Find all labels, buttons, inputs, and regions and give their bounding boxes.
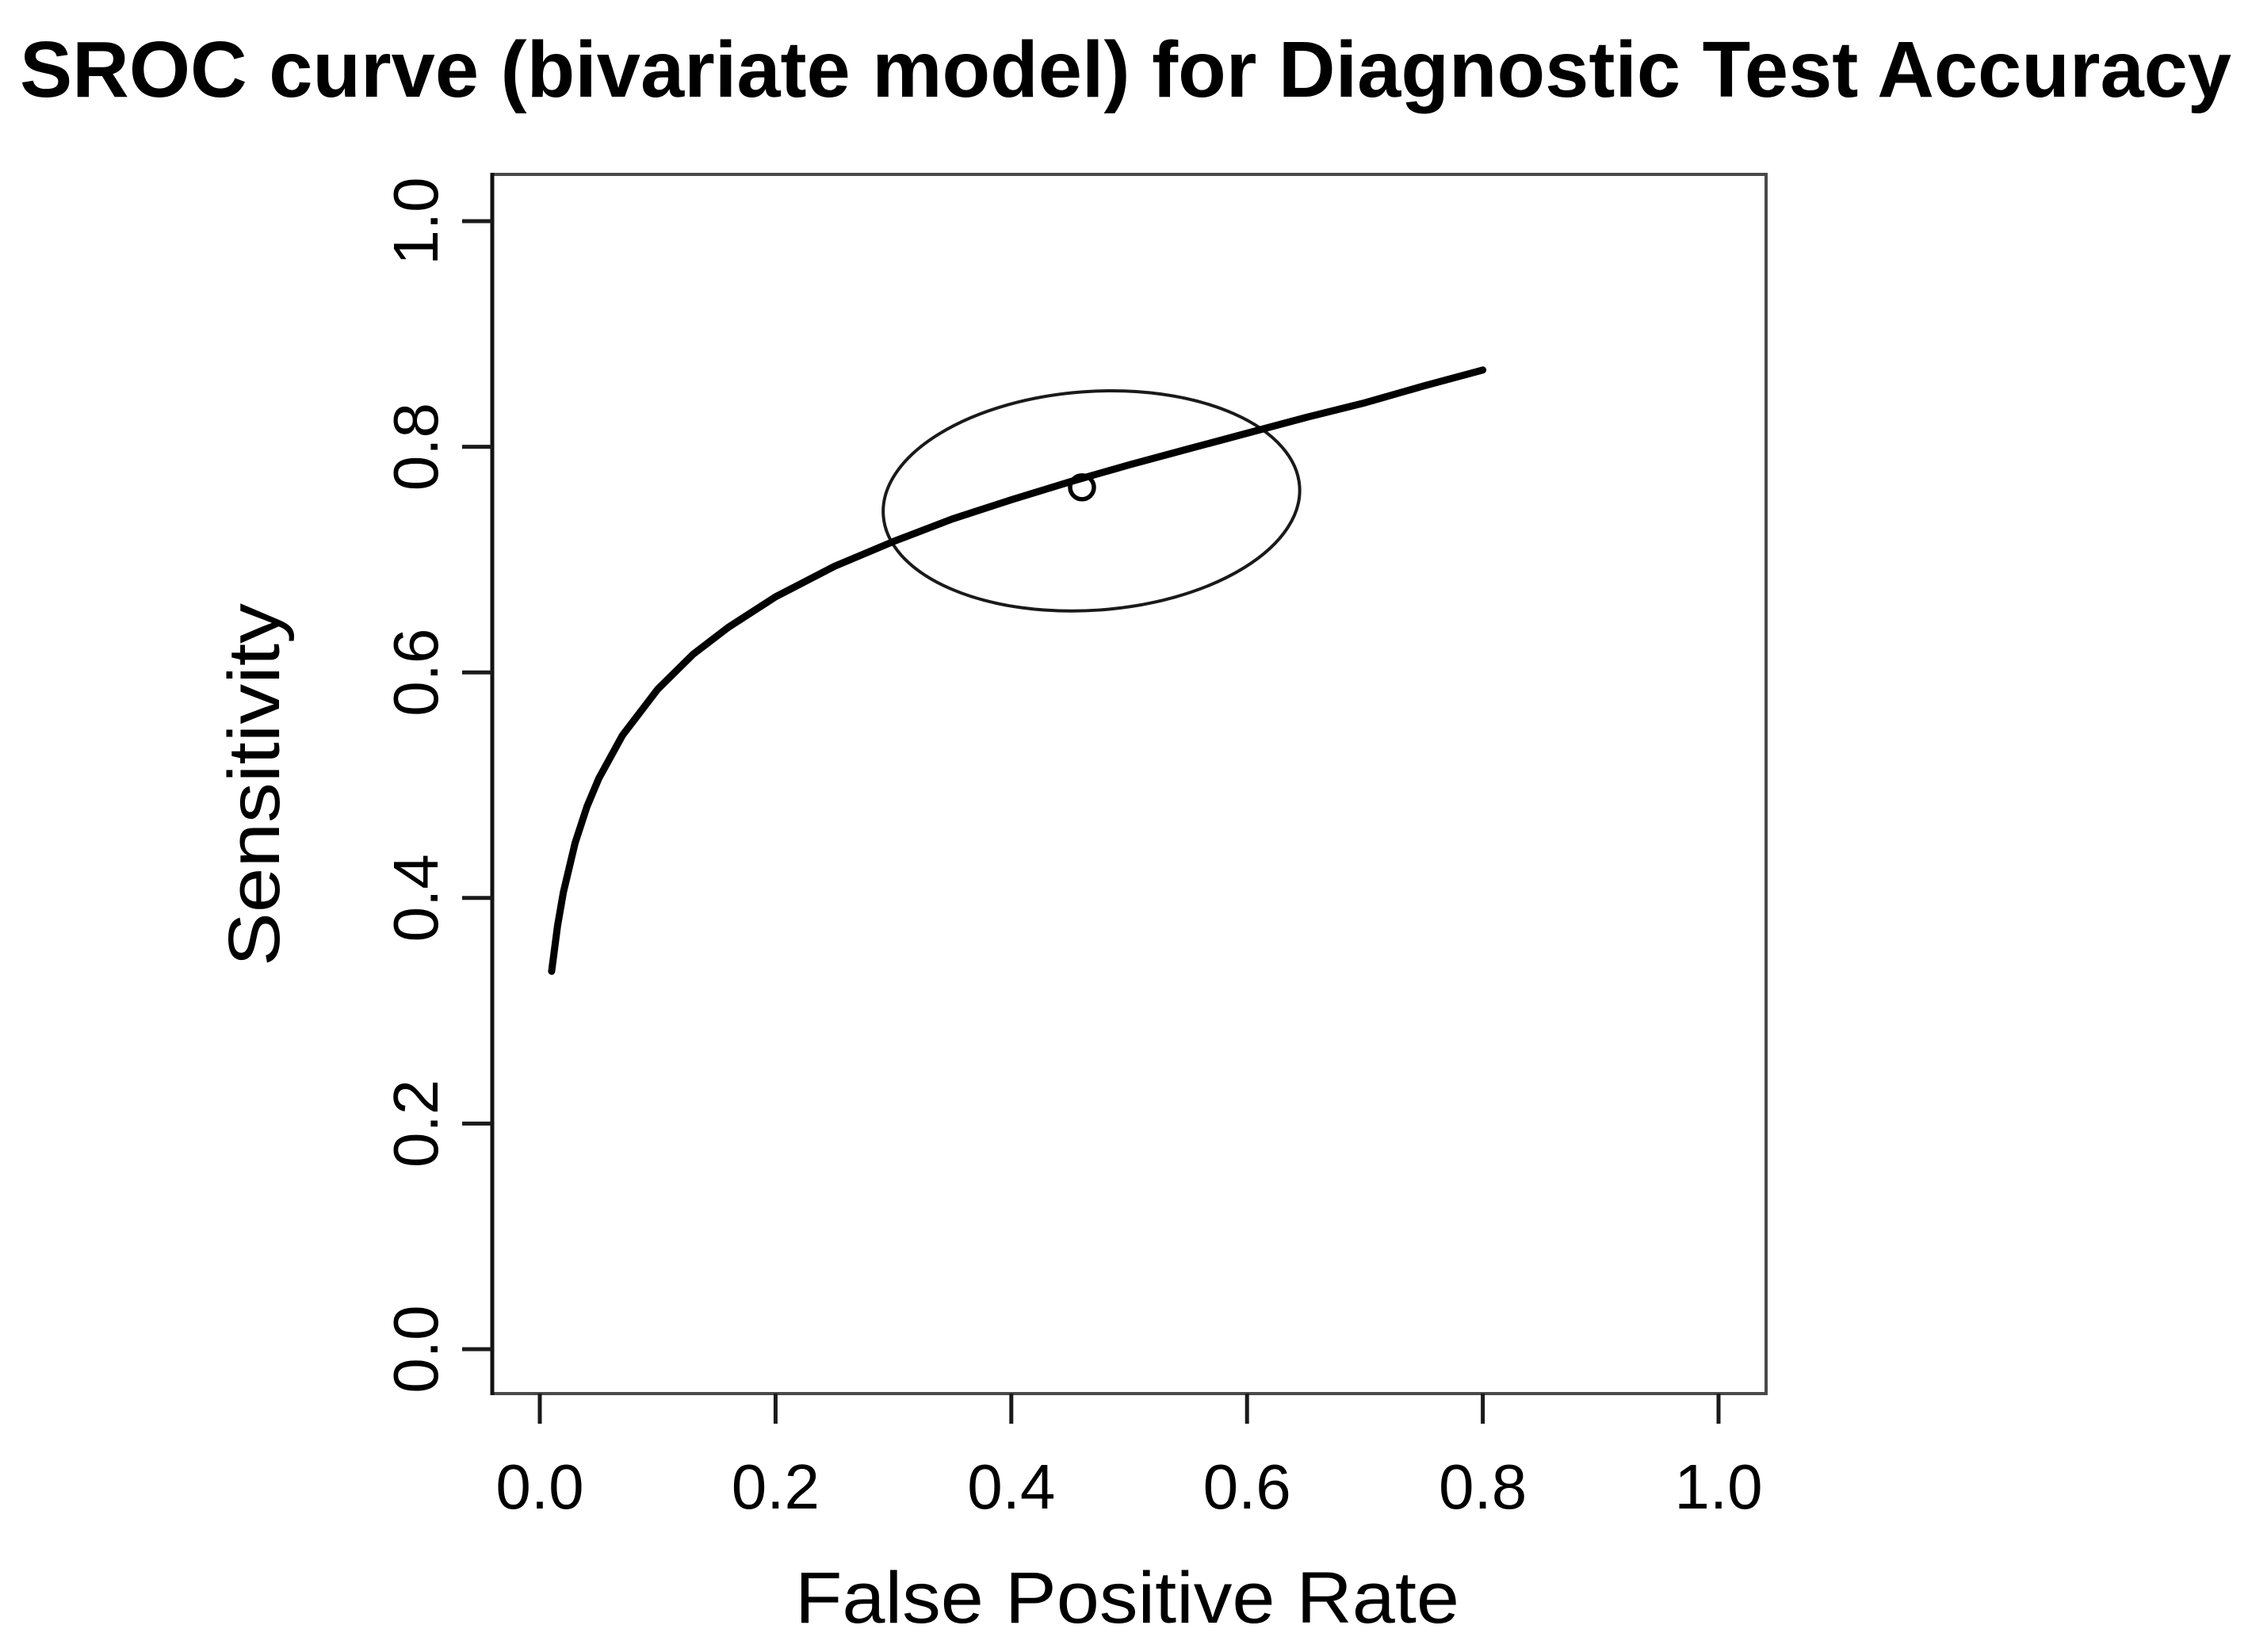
y-axis-tick-labels: 0.0 0.2 0.4 0.6 0.8 1.0 xyxy=(380,177,451,1393)
x-tick-label: 0.2 xyxy=(732,1451,820,1522)
y-axis-ticks xyxy=(462,219,492,1352)
confidence-ellipse xyxy=(881,389,1302,613)
x-axis-tick-labels: 0.0 0.2 0.4 0.6 0.8 1.0 xyxy=(495,1451,1762,1522)
x-tick-label: 0.0 xyxy=(495,1451,583,1522)
sroc-curve-line xyxy=(548,366,1487,975)
x-tick-label: 1.0 xyxy=(1674,1451,1762,1522)
summary-point-marker xyxy=(1068,473,1096,502)
y-tick-label: 1.0 xyxy=(380,177,451,265)
x-axis-label: False Positive Rate xyxy=(795,1558,1459,1639)
chart-title: SROC curve (bivariate model) for Diagnos… xyxy=(20,25,2231,114)
x-tick-label: 0.8 xyxy=(1439,1451,1527,1522)
x-axis-ticks xyxy=(537,1394,1721,1424)
y-tick-label: 0.8 xyxy=(380,403,451,491)
y-tick-label: 0.2 xyxy=(380,1080,451,1168)
y-tick-label: 0.4 xyxy=(380,854,451,942)
y-axis-label: Sensitivity xyxy=(214,603,295,966)
x-tick-label: 0.6 xyxy=(1203,1451,1291,1522)
y-tick-label: 0.0 xyxy=(380,1305,451,1393)
y-tick-label: 0.6 xyxy=(380,629,451,717)
x-tick-label: 0.4 xyxy=(967,1451,1055,1522)
